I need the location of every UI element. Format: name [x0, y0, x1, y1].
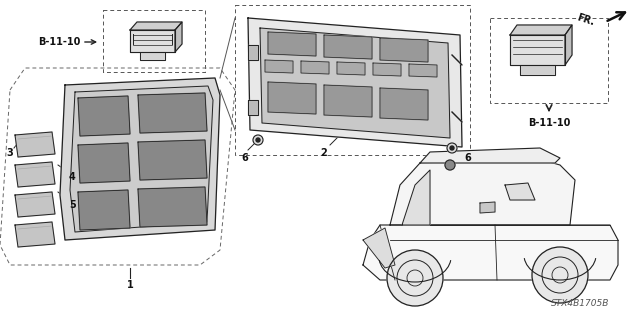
Polygon shape — [337, 62, 365, 75]
Polygon shape — [130, 30, 175, 52]
Polygon shape — [138, 187, 207, 227]
Text: 6: 6 — [242, 153, 248, 163]
Polygon shape — [78, 96, 130, 136]
Polygon shape — [130, 22, 182, 30]
Polygon shape — [324, 35, 372, 59]
Polygon shape — [380, 88, 428, 120]
Polygon shape — [15, 192, 55, 217]
Text: B-11-10: B-11-10 — [528, 118, 570, 128]
Polygon shape — [420, 148, 560, 163]
Polygon shape — [248, 18, 462, 147]
Polygon shape — [324, 85, 372, 117]
Polygon shape — [510, 25, 572, 35]
Polygon shape — [15, 162, 55, 187]
Text: 6: 6 — [464, 153, 471, 163]
Text: 3: 3 — [6, 148, 13, 158]
Polygon shape — [565, 25, 572, 65]
Polygon shape — [138, 93, 207, 133]
Polygon shape — [248, 100, 258, 115]
Polygon shape — [265, 60, 293, 73]
Text: 4: 4 — [69, 172, 76, 182]
Polygon shape — [520, 65, 555, 75]
Polygon shape — [268, 82, 316, 114]
Text: FR.: FR. — [576, 12, 596, 27]
Text: 2: 2 — [320, 148, 327, 158]
Bar — [103, 10, 205, 72]
Polygon shape — [480, 202, 495, 213]
Polygon shape — [452, 55, 462, 65]
Text: 1: 1 — [127, 280, 133, 290]
Polygon shape — [268, 32, 316, 56]
Polygon shape — [505, 183, 535, 200]
Polygon shape — [363, 228, 395, 268]
Polygon shape — [409, 64, 437, 77]
Circle shape — [450, 146, 454, 150]
Circle shape — [253, 135, 263, 145]
Polygon shape — [138, 140, 207, 180]
Polygon shape — [15, 132, 55, 157]
Text: 5: 5 — [69, 200, 76, 210]
Polygon shape — [363, 225, 618, 280]
Polygon shape — [175, 22, 182, 52]
Circle shape — [387, 250, 443, 306]
Text: B-11-10: B-11-10 — [38, 37, 81, 47]
Polygon shape — [390, 158, 575, 225]
Circle shape — [532, 247, 588, 303]
Polygon shape — [510, 35, 565, 65]
Polygon shape — [70, 86, 213, 232]
Polygon shape — [260, 28, 450, 138]
Polygon shape — [380, 38, 428, 62]
Polygon shape — [402, 170, 430, 225]
Polygon shape — [60, 78, 220, 240]
Polygon shape — [78, 190, 130, 230]
Polygon shape — [301, 61, 329, 74]
Circle shape — [447, 143, 457, 153]
Polygon shape — [140, 52, 165, 60]
Bar — [490, 18, 608, 103]
Polygon shape — [78, 143, 130, 183]
Polygon shape — [452, 112, 462, 122]
Circle shape — [445, 160, 455, 170]
Polygon shape — [373, 63, 401, 76]
Text: STX4B1705B: STX4B1705B — [551, 299, 609, 308]
Polygon shape — [248, 45, 258, 60]
Circle shape — [256, 138, 260, 142]
Bar — [235, 5, 470, 155]
Polygon shape — [15, 222, 55, 247]
